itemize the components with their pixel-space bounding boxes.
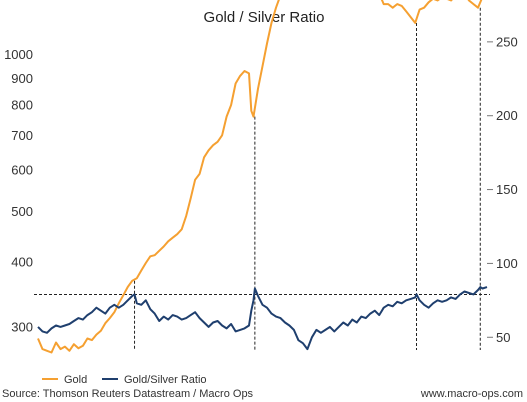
legend-label-gold: Gold	[64, 374, 87, 386]
left-tick-label: 700	[11, 128, 33, 143]
right-tick-label: 150	[496, 182, 518, 197]
left-tick-label: 500	[11, 204, 33, 219]
left-tick-label: 1000	[4, 47, 33, 62]
right-tick-label: 50	[496, 330, 510, 345]
chart-title: Gold / Silver Ratio	[204, 9, 325, 26]
ratio-series-line	[37, 286, 488, 351]
right-tick-label: 250	[496, 34, 518, 49]
left-tick-label: 800	[11, 98, 33, 113]
left-tick-label: 300	[11, 319, 33, 334]
source-note: Source: Thomson Reuters Datastream / Mac…	[2, 388, 254, 400]
legend: Gold Gold/Silver Ratio	[42, 374, 207, 386]
left-tick-label: 900	[11, 71, 33, 86]
right-tick-label: 100	[496, 256, 518, 271]
gold-series-line	[37, 0, 483, 354]
legend-label-ratio: Gold/Silver Ratio	[124, 374, 207, 386]
series-layer	[37, 0, 488, 354]
event-markers	[134, 7, 481, 350]
website-note: www.macro-ops.com	[420, 388, 523, 400]
left-tick-label: 400	[11, 254, 33, 269]
right-axis-ticks: 50 100 150 200 250	[487, 34, 518, 345]
left-tick-label: 600	[11, 163, 33, 178]
right-tick-label: 200	[496, 108, 518, 123]
left-axis-ticks: 300 400 500 600 700 800 900 1000	[4, 47, 33, 334]
